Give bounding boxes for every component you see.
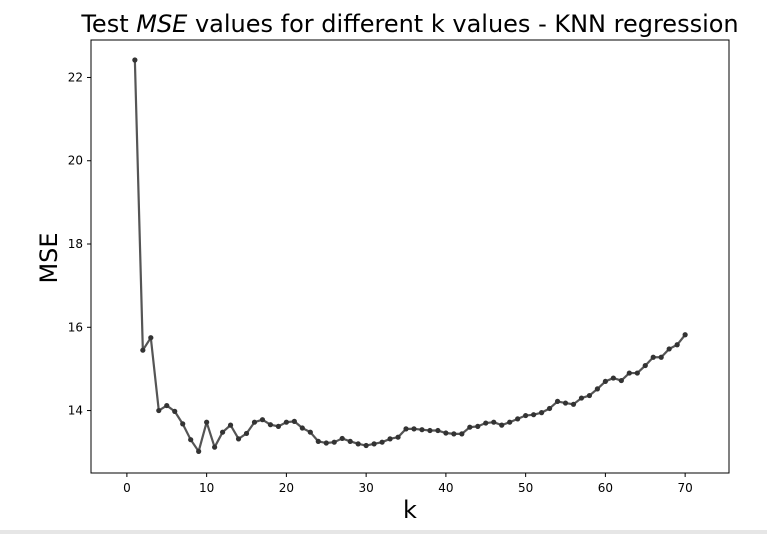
- plot-area: [90, 39, 730, 474]
- series-line-mse: [133, 59, 686, 453]
- data-point: [371, 441, 377, 447]
- data-point: [140, 347, 146, 353]
- data-point: [347, 438, 353, 444]
- data-point: [379, 439, 385, 445]
- data-point: [403, 426, 409, 432]
- series-points: [132, 57, 688, 454]
- data-point: [156, 407, 162, 414]
- data-point: [602, 378, 608, 385]
- data-point: [196, 448, 202, 454]
- data-point: [339, 435, 345, 442]
- data-point: [570, 401, 577, 407]
- data-point: [467, 424, 473, 430]
- data-point: [227, 422, 234, 428]
- data-point: [307, 429, 313, 435]
- data-point: [259, 417, 266, 423]
- y-axis-label: MSE: [35, 232, 63, 283]
- data-point: [427, 427, 433, 434]
- chart-title: Test MSE values for different k values -…: [80, 10, 738, 38]
- x-tick-label: 0: [123, 481, 131, 495]
- y-tick-label: 22: [68, 70, 83, 84]
- data-point: [299, 425, 305, 431]
- data-point: [204, 419, 210, 425]
- data-point: [538, 410, 545, 416]
- data-point: [666, 346, 672, 352]
- data-point: [650, 354, 656, 360]
- data-point: [483, 420, 489, 426]
- data-point: [275, 423, 282, 429]
- x-tick-label: 20: [279, 481, 294, 495]
- data-point: [610, 375, 616, 381]
- data-point: [188, 437, 194, 443]
- data-point: [682, 332, 688, 338]
- x-tick-label: 60: [598, 481, 613, 495]
- data-point: [132, 57, 138, 63]
- data-point: [674, 342, 680, 348]
- chart-title-part: Test: [80, 10, 136, 38]
- data-point: [291, 418, 297, 424]
- data-point: [443, 430, 449, 436]
- x-tick-label: 70: [677, 481, 692, 495]
- data-point: [491, 419, 497, 425]
- data-point: [387, 436, 393, 442]
- chart-title-part: MSE: [136, 10, 188, 38]
- y-axis: 14 16 18 20 22: [68, 70, 91, 418]
- y-tick-label: 18: [68, 237, 83, 251]
- data-point: [219, 429, 226, 435]
- data-point: [323, 440, 329, 446]
- data-point: [419, 427, 425, 433]
- data-point: [451, 431, 457, 437]
- data-point: [499, 422, 505, 428]
- data-point: [475, 423, 481, 429]
- data-point: [507, 419, 513, 425]
- data-point: [212, 444, 218, 450]
- data-point: [355, 441, 361, 447]
- data-point: [594, 386, 601, 392]
- data-point: [172, 408, 178, 414]
- x-axis-label: k: [403, 496, 417, 524]
- data-point: [523, 412, 529, 419]
- x-tick-label: 10: [199, 481, 214, 495]
- data-point: [164, 402, 170, 409]
- data-point: [435, 427, 441, 434]
- data-point: [395, 434, 401, 440]
- data-point: [243, 430, 250, 437]
- data-point: [251, 419, 258, 425]
- data-point: [331, 439, 337, 445]
- data-point: [315, 438, 321, 444]
- data-point: [180, 421, 186, 427]
- data-point: [283, 419, 289, 425]
- x-tick-label: 50: [518, 481, 533, 495]
- data-point: [618, 377, 624, 384]
- y-tick-label: 14: [68, 404, 83, 418]
- x-tick-label: 30: [358, 481, 373, 495]
- window-bottom-edge: [0, 530, 767, 534]
- data-point: [642, 362, 648, 369]
- data-point: [235, 436, 242, 442]
- data-point: [411, 426, 417, 432]
- chart-title-part: values for different k values - KNN regr…: [187, 10, 738, 38]
- data-point: [586, 392, 593, 399]
- data-point: [578, 395, 585, 401]
- data-point: [626, 370, 632, 376]
- data-point: [562, 400, 569, 406]
- data-point: [546, 405, 553, 412]
- data-point: [459, 431, 465, 437]
- data-point: [515, 416, 521, 422]
- data-point: [634, 370, 640, 376]
- data-point: [531, 412, 537, 418]
- y-tick-label: 20: [68, 154, 83, 168]
- y-tick-label: 16: [68, 320, 83, 334]
- data-point: [658, 354, 664, 360]
- data-point: [554, 398, 561, 404]
- x-tick-label: 40: [438, 481, 453, 495]
- data-point: [363, 442, 369, 449]
- x-axis: 0 10 20 30 40 50 60 70: [123, 473, 693, 495]
- data-point: [267, 422, 274, 428]
- data-point: [148, 335, 154, 341]
